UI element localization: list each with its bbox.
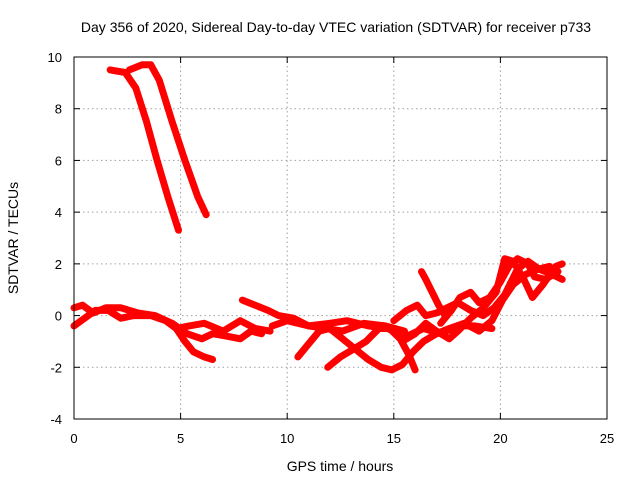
chart-title: Day 356 of 2020, Sidereal Day-to-day VTE… bbox=[81, 19, 591, 35]
ticks: 0 5 10 15 20 25 -4 -2 0 2 4 6 8 10 bbox=[48, 50, 615, 446]
series-track-9 bbox=[324, 325, 419, 374]
x-tick-label: 10 bbox=[280, 431, 294, 446]
y-tick-label: 8 bbox=[55, 102, 62, 117]
y-tick-label: 10 bbox=[48, 50, 62, 65]
x-tick-label: 5 bbox=[177, 431, 184, 446]
series-track-8 bbox=[294, 265, 566, 374]
series-track-1 bbox=[106, 66, 182, 234]
y-tick-label: 6 bbox=[55, 153, 62, 168]
series-track-13 bbox=[437, 255, 562, 327]
x-tick-label: 20 bbox=[493, 431, 507, 446]
y-tick-label: 0 bbox=[55, 309, 62, 324]
x-tick-label: 0 bbox=[70, 431, 77, 446]
plot-frame bbox=[73, 56, 608, 420]
y-tick-label: -2 bbox=[50, 360, 62, 375]
y-tick-label: 4 bbox=[55, 205, 62, 220]
y-tick-label: 2 bbox=[55, 257, 62, 272]
x-tick-label: 25 bbox=[600, 431, 614, 446]
y-axis-label: SDTVAR / TECUs bbox=[5, 182, 21, 294]
series-track-2 bbox=[125, 61, 210, 219]
y-tick-label: -4 bbox=[50, 412, 62, 427]
series-track-5 bbox=[172, 325, 217, 363]
series-layer bbox=[70, 61, 566, 374]
series-track-12 bbox=[418, 268, 449, 320]
grid bbox=[74, 57, 607, 419]
x-axis-label: GPS time / hours bbox=[287, 458, 394, 474]
x-tick-label: 15 bbox=[387, 431, 401, 446]
series-track-4 bbox=[70, 306, 274, 335]
